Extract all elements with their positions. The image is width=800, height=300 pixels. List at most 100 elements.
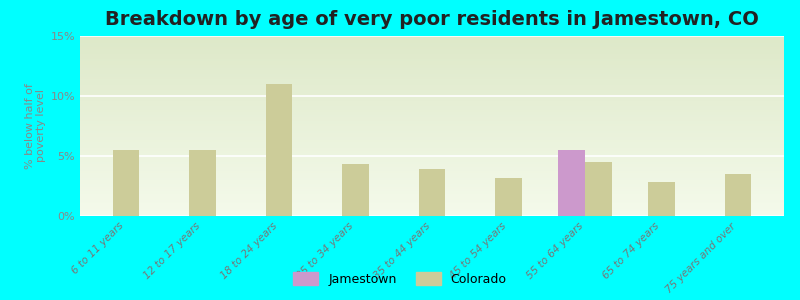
Bar <box>80 77 784 79</box>
Bar <box>80 167 784 169</box>
Bar <box>80 164 784 166</box>
Bar <box>80 175 784 176</box>
Bar <box>80 133 784 135</box>
Bar <box>648 182 675 216</box>
Bar <box>80 121 784 122</box>
Bar <box>80 63 784 65</box>
Bar <box>80 117 784 119</box>
Bar <box>80 95 784 97</box>
Bar <box>80 151 784 153</box>
Bar <box>80 122 784 124</box>
Bar <box>80 140 784 142</box>
Bar <box>80 144 784 146</box>
Legend: Jamestown, Colorado: Jamestown, Colorado <box>289 267 511 291</box>
Bar <box>80 99 784 101</box>
Bar <box>80 139 784 140</box>
Bar <box>80 40 784 41</box>
Bar <box>80 36 784 38</box>
Bar <box>80 86 784 88</box>
Bar <box>80 65 784 67</box>
Bar <box>80 119 784 121</box>
Bar <box>80 130 784 131</box>
Bar <box>80 169 784 171</box>
Bar <box>80 173 784 175</box>
Bar <box>80 81 784 83</box>
Bar <box>80 149 784 151</box>
Bar <box>80 137 784 139</box>
Bar <box>80 101 784 103</box>
Bar <box>80 166 784 167</box>
Bar <box>80 85 784 86</box>
Y-axis label: % below half of
poverty level: % below half of poverty level <box>25 83 46 169</box>
Bar <box>80 211 784 212</box>
Bar <box>80 88 784 90</box>
Bar <box>495 178 522 216</box>
Bar <box>80 171 784 173</box>
Bar <box>80 74 784 76</box>
Bar <box>80 148 784 149</box>
Bar <box>80 112 784 113</box>
Bar <box>80 52 784 54</box>
Bar <box>80 83 784 85</box>
Bar <box>80 104 784 106</box>
Bar <box>80 155 784 157</box>
Bar <box>585 162 612 216</box>
Bar <box>80 196 784 198</box>
Bar <box>80 50 784 52</box>
Bar <box>80 92 784 94</box>
Bar <box>80 43 784 45</box>
Bar <box>80 202 784 203</box>
Bar <box>80 126 784 128</box>
Bar <box>725 174 751 216</box>
Bar <box>80 128 784 130</box>
Bar <box>80 160 784 162</box>
Bar <box>80 54 784 56</box>
Bar <box>80 94 784 95</box>
Bar <box>266 84 292 216</box>
Bar <box>80 110 784 112</box>
Bar <box>80 146 784 148</box>
Bar <box>80 61 784 63</box>
Bar <box>80 193 784 194</box>
Bar <box>80 79 784 81</box>
Bar <box>80 142 784 144</box>
Bar <box>80 115 784 117</box>
Title: Breakdown by age of very poor residents in Jamestown, CO: Breakdown by age of very poor residents … <box>105 10 759 29</box>
Bar <box>80 209 784 211</box>
Bar <box>80 103 784 104</box>
Bar <box>342 164 369 216</box>
Bar <box>80 67 784 68</box>
Bar <box>80 189 784 191</box>
Bar <box>80 90 784 92</box>
Bar <box>80 157 784 158</box>
Bar <box>80 176 784 178</box>
Bar <box>80 59 784 61</box>
Bar <box>80 153 784 155</box>
Bar <box>80 212 784 214</box>
Bar <box>80 56 784 58</box>
Bar <box>80 76 784 77</box>
Bar <box>80 198 784 200</box>
Bar <box>80 205 784 207</box>
Bar <box>80 207 784 209</box>
Bar <box>418 169 446 216</box>
Bar <box>80 180 784 182</box>
Bar <box>80 58 784 59</box>
Bar <box>80 191 784 193</box>
Bar <box>80 97 784 99</box>
Bar <box>80 162 784 164</box>
Bar <box>80 200 784 202</box>
Bar <box>80 72 784 74</box>
Bar <box>80 203 784 205</box>
Bar <box>80 113 784 115</box>
Bar <box>80 45 784 47</box>
Bar <box>80 214 784 216</box>
Bar <box>80 106 784 108</box>
Bar <box>80 135 784 137</box>
Bar <box>80 70 784 72</box>
Bar <box>80 68 784 70</box>
Bar <box>80 38 784 40</box>
Bar <box>80 187 784 189</box>
Bar <box>80 158 784 160</box>
Bar <box>80 184 784 185</box>
